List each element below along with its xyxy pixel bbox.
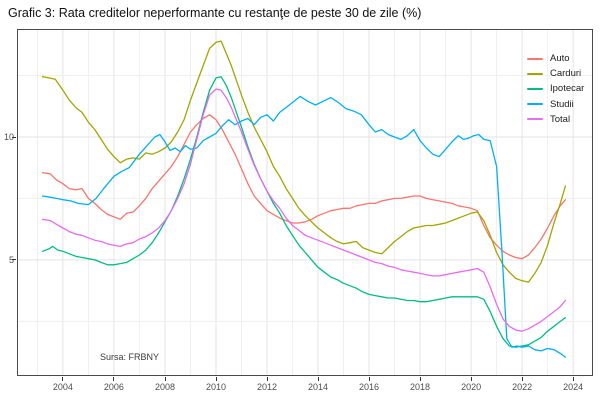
- x-axis-label: 2016: [358, 382, 380, 392]
- x-axis-tick: [419, 377, 421, 381]
- x-axis-label: 2018: [409, 382, 431, 392]
- x-axis-label: 2006: [103, 382, 124, 392]
- x-axis-tick: [164, 377, 166, 381]
- legend-key-line-icon: [527, 57, 543, 60]
- legend-key-line-icon: [527, 103, 543, 106]
- legend-item-ipotecar: Ipotecar: [527, 81, 584, 96]
- x-axis-label: 2022: [512, 382, 533, 392]
- legend-item-studii: Studii: [527, 97, 584, 112]
- x-axis-label: 2008: [154, 382, 176, 392]
- legend-key-line-icon: [527, 72, 543, 75]
- x-axis-label: 2010: [205, 382, 227, 392]
- series-line-carduri: [41, 40, 567, 283]
- source-note: Sursa: FRBNY: [100, 352, 160, 362]
- legend-label: Auto: [550, 53, 570, 65]
- legend-key-line-icon: [527, 118, 543, 121]
- legend-label: Ipotecar: [550, 83, 585, 95]
- x-axis-tick: [572, 377, 574, 381]
- chart-canvas: [17, 29, 593, 376]
- legend-item-total: Total: [527, 112, 584, 127]
- x-axis-tick: [62, 377, 64, 381]
- x-axis-label: 2012: [256, 382, 278, 392]
- legend-item-carduri: Carduri: [527, 66, 584, 81]
- chart-title: Grafic 3: Rata creditelor neperformante …: [8, 6, 422, 20]
- y-axis-label: 10: [3, 132, 14, 142]
- x-axis-tick: [215, 377, 217, 381]
- y-axis-tick: [12, 259, 16, 261]
- legend-label: Carduri: [550, 68, 582, 80]
- x-axis-label: 2014: [307, 382, 329, 392]
- series-line-ipotecar: [41, 76, 567, 348]
- x-axis-tick: [368, 377, 370, 381]
- series-line-studii: [41, 95, 567, 358]
- x-axis-label: 2024: [563, 382, 584, 392]
- x-axis-label: 2020: [461, 382, 482, 392]
- series-line-total: [41, 88, 567, 332]
- x-axis-label: 2004: [52, 382, 73, 392]
- legend-label: Studii: [550, 98, 574, 110]
- x-axis-tick: [317, 377, 319, 381]
- x-axis-tick: [266, 377, 268, 381]
- series-line-auto: [41, 114, 567, 260]
- x-axis-tick: [521, 377, 523, 381]
- y-axis-tick: [12, 136, 16, 138]
- x-axis-tick: [113, 377, 115, 381]
- legend-key-line-icon: [527, 87, 543, 90]
- x-axis-tick: [470, 377, 472, 381]
- legend-label: Total: [550, 113, 571, 125]
- legend-item-auto: Auto: [527, 51, 584, 66]
- y-axis-label: 5: [0, 255, 14, 265]
- legend: Auto Carduri Ipotecar Studii Total: [527, 51, 584, 127]
